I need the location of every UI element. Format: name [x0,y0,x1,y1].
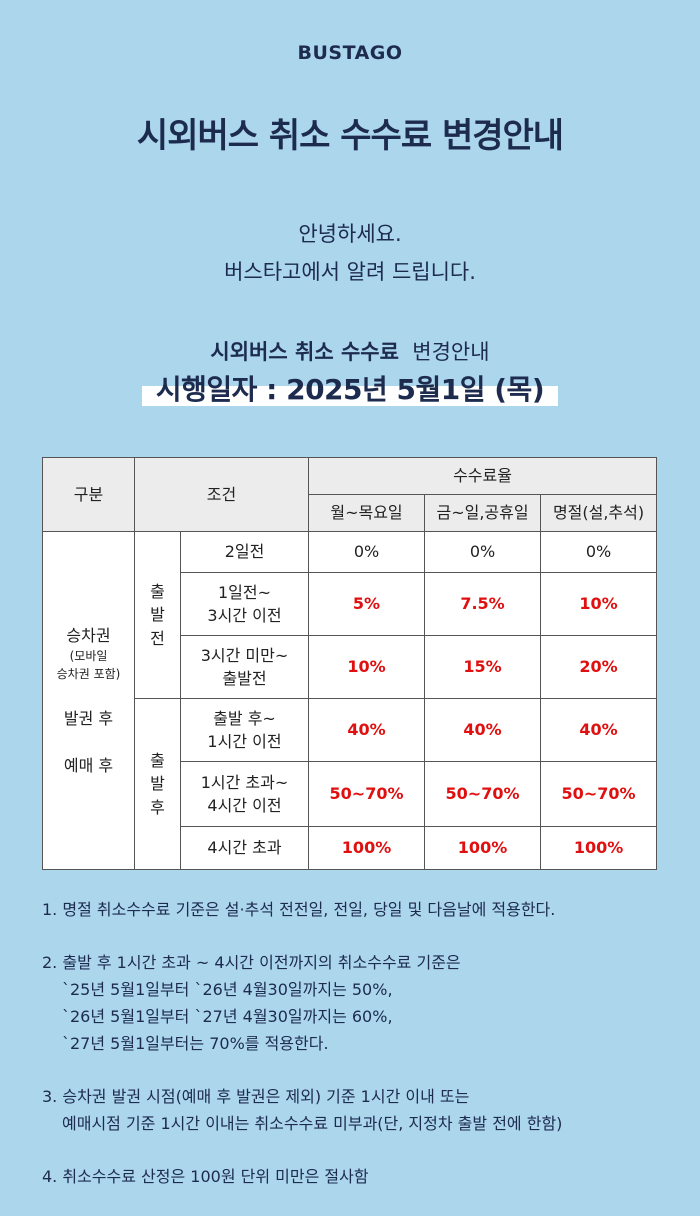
rate-weekday: 0% [308,531,426,573]
category-after-issue: 발권 후 [63,708,114,728]
rate-weekday: 5% [308,572,426,636]
condition-text: 4시간 이전 [207,796,282,815]
table-row: 출 발 후 출발 후~ 1시간 이전 40% 40% 40% [43,698,658,870]
table-row: 1시간 초과~ 4시간 이전 50~70% 50~70% 50~70% [43,761,658,827]
note-text: `27년 5월1일부터는 70%를 적용한다. [62,1034,329,1053]
brand-logo: BUSTAGO [297,42,403,64]
rate-weekend: 7.5% [424,572,542,636]
header-weekend: 금~일,공휴일 [424,494,542,532]
before-departure-label: 출 발 전 [134,531,181,699]
condition-text: 출발 후~ [213,708,276,728]
condition-text: 3시간 이전 [207,606,282,625]
note-text: 1. 명절 취소수수료 기준은 설·추석 전전일, 전일, 당일 및 다음날에 … [42,900,556,919]
table-row: 승차권 (모바일 승차권 포함) 발권 후 예매 후 출 발 전 2일전 0% … [42,531,658,870]
subtitle-rest: 변경안내 [412,340,490,364]
rate-weekend: 40% [424,698,542,762]
greeting-line-2: 버스타고에서 알려 드립니다. [224,260,476,284]
category-ticket: 승차권 [66,625,111,645]
rate-weekday: 40% [308,698,426,762]
before-dep-char: 출 [150,582,165,602]
rate-holiday: 100% [540,826,658,870]
header-category: 구분 [42,457,135,532]
note-text: `25년 5월1일부터 `26년 4월30일까지는 50%, [62,980,393,999]
condition-cell: 2일전 [179,531,310,573]
condition-cell: 출발 후~ 1시간 이전 [179,698,310,762]
note-text: 4. 취소수수료 산정은 100원 단위 미만은 절사함 [42,1167,369,1186]
after-dep-char: 후 [150,797,165,817]
rate-weekday: 50~70% [308,761,426,827]
note-text: 예매시점 기준 1시간 이내는 취소수수료 미부과(단, 지정차 출발 전에 한… [62,1114,563,1133]
condition-cell: 3시간 미만~ 출발전 [179,635,310,699]
rate-weekend: 50~70% [424,761,542,827]
effective-date: 시행일자 : 2025년 5월1일 (목) [141,368,559,408]
rate-holiday: 50~70% [540,761,658,827]
notes-section: 1. 명절 취소수수료 기준은 설·추석 전전일, 전일, 당일 및 다음날에 … [42,896,682,1216]
header-holiday: 명절(설,추석) [540,494,658,532]
rate-weekday: 10% [308,635,426,699]
condition-cell: 1시간 초과~ 4시간 이전 [179,761,310,827]
before-dep-char: 발 [150,605,165,625]
note-1: 1. 명절 취소수수료 기준은 설·추석 전전일, 전일, 당일 및 다음날에 … [42,896,682,923]
table-row: 3시간 미만~ 출발전 10% 15% 20% [43,635,658,699]
rate-holiday: 40% [540,698,658,762]
condition-cell: 1일전~ 3시간 이전 [179,572,310,636]
category-mobile: (모바일 [69,648,108,663]
condition-text: 3시간 미만~ [200,645,289,665]
page-title: 시외버스 취소 수수료 변경안내 [136,116,564,156]
category-cell: 승차권 (모바일 승차권 포함) 발권 후 예매 후 [42,531,135,870]
rate-holiday: 20% [540,635,658,699]
header-rate: 수수료율 [308,457,658,495]
condition-text: 2일전 [224,542,265,562]
note-text: `26년 5월1일부터 `27년 4월30일까지는 60%, [62,1007,393,1026]
note-4: 4. 취소수수료 산정은 100원 단위 미만은 절사함 [42,1163,682,1190]
fee-table: 구분 조건 수수료율 월~목요일 금~일,공휴일 명절(설,추석) 승차권 (모… [42,457,658,870]
rate-holiday: 10% [540,572,658,636]
condition-cell: 4시간 초과 [179,826,310,870]
condition-text: 1시간 초과~ [200,772,289,792]
after-dep-char: 출 [150,751,165,771]
rate-weekend: 15% [424,635,542,699]
after-departure-label: 출 발 후 [134,698,181,870]
effective-date-wrap: 시행일자 : 2025년 5월1일 (목) [0,368,700,408]
rate-weekend: 0% [424,531,542,573]
note-3: 3. 승차권 발권 시점(예매 후 발권은 제외) 기준 1시간 이내 또는 예… [42,1083,682,1137]
note-text: 2. 출발 후 1시간 초과 ~ 4시간 이전까지의 취소수수료 기준은 [42,953,461,972]
rate-weekend: 100% [424,826,542,870]
greeting-line-1: 안녕하세요. [298,222,402,246]
note-text: 3. 승차권 발권 시점(예매 후 발권은 제외) 기준 1시간 이내 또는 [42,1087,470,1106]
condition-text: 1일전~ [217,582,272,602]
table-row: 4시간 초과 100% 100% 100% [43,826,658,870]
condition-text: 출발전 [222,669,267,688]
subtitle-bold: 시외버스 취소 수수료 [210,340,399,364]
rate-holiday: 0% [540,531,658,573]
before-dep-char: 전 [150,628,165,648]
category-after-booking: 예매 후 [63,756,114,776]
condition-text: 1시간 이전 [207,732,282,751]
subtitle: 시외버스 취소 수수료 변경안내 [0,336,700,366]
condition-text: 4시간 초과 [207,838,282,858]
note-2: 2. 출발 후 1시간 초과 ~ 4시간 이전까지의 취소수수료 기준은 `25… [42,949,682,1057]
header-condition: 조건 [133,457,310,532]
header-weekday: 월~목요일 [308,494,426,532]
rate-weekday: 100% [308,826,426,870]
table-row: 1일전~ 3시간 이전 5% 7.5% 10% [43,572,658,636]
after-dep-char: 발 [150,774,165,794]
category-mobile-incl: 승차권 포함) [56,666,121,681]
